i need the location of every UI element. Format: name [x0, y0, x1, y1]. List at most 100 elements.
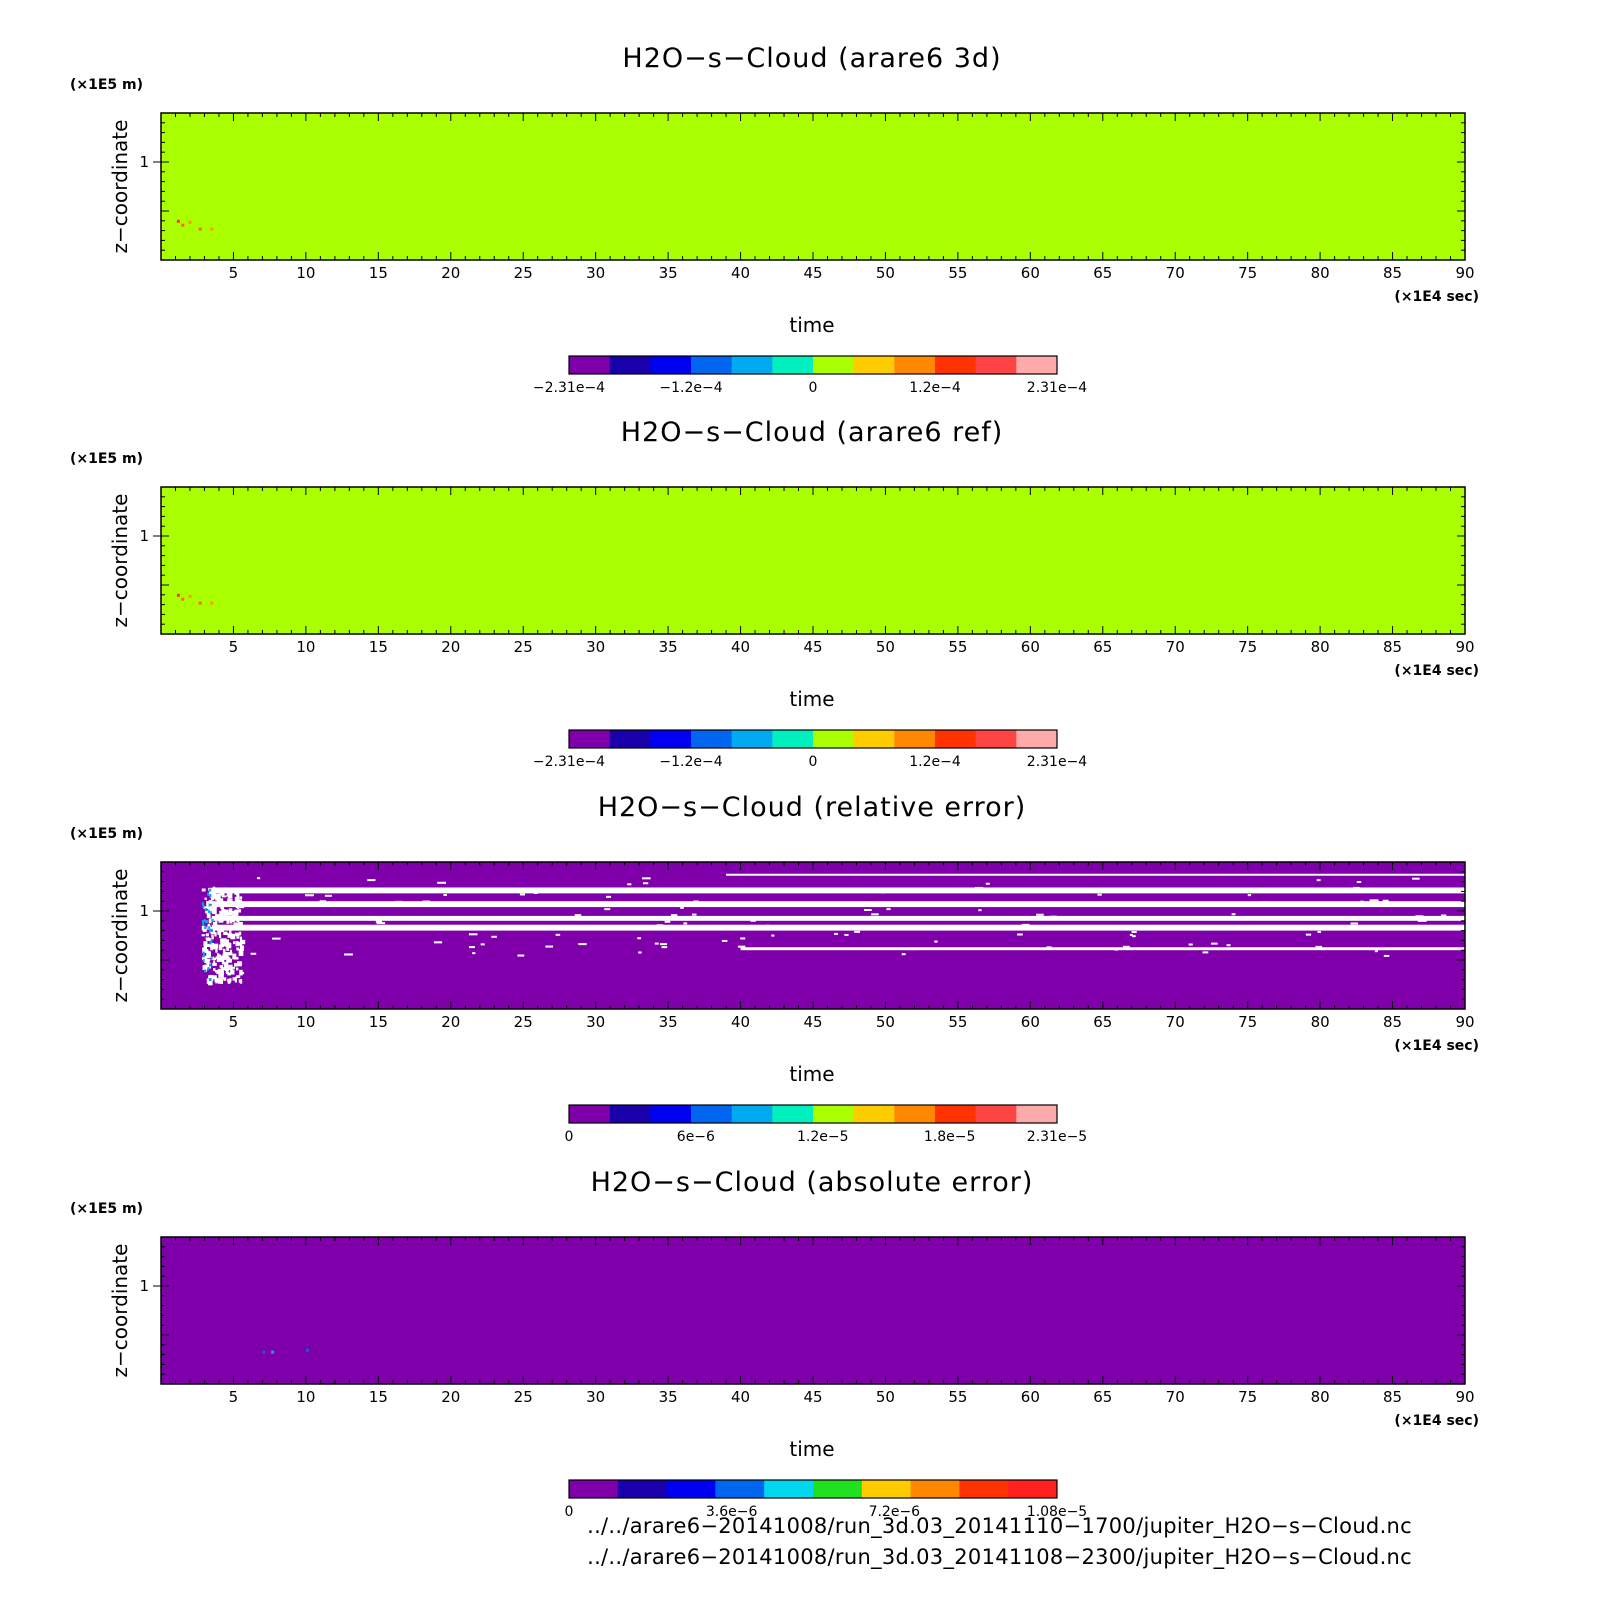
heatmap-cell [220, 888, 226, 891]
colorbar-swatch [910, 1480, 960, 1498]
heatmap-cell [209, 942, 215, 948]
colorbar-frame [568, 1104, 1058, 1124]
heatmap-cell [664, 920, 671, 923]
colorbar-swatch [691, 730, 733, 748]
x-tick-label: 50 [876, 638, 895, 656]
colorbar-swatch [772, 1105, 814, 1123]
heatmap-cell [1383, 954, 1390, 957]
heatmap-cell [1122, 945, 1130, 948]
heatmap-band [726, 873, 1465, 876]
heatmap-cell [492, 916, 497, 919]
colorbar-label: 1.2e−4 [909, 380, 961, 396]
x-tick-label: 10 [296, 1388, 315, 1406]
heatmap-cell [305, 1348, 309, 1352]
y-axis-label: z−coordinate [108, 494, 132, 628]
colorbar-swatch [666, 1480, 716, 1498]
heatmap-cell [394, 900, 403, 903]
x-tick-label: 75 [1238, 638, 1257, 656]
heatmap-cell [237, 899, 243, 905]
heatmap-cell [219, 893, 224, 896]
x-tick-label: 5 [229, 264, 239, 282]
x-tick-label: 65 [1093, 264, 1112, 282]
colorbar-swatch [894, 1105, 936, 1123]
x-tick-label: 75 [1238, 1013, 1257, 1031]
x-tick-label: 30 [586, 264, 605, 282]
y-axis-label: z−coordinate [108, 869, 132, 1003]
heatmap-cell [221, 895, 227, 898]
heatmap-cell [239, 945, 245, 952]
heatmap-cell [978, 909, 982, 912]
heatmap-cell [235, 932, 240, 937]
heatmap-cell [1225, 926, 1230, 929]
heatmap-cell [215, 977, 218, 984]
heatmap-cell [656, 924, 664, 927]
y-tick-label: 1 [139, 153, 149, 171]
colorbar-swatch [731, 730, 773, 748]
heatmap-cell [394, 925, 400, 928]
colorbar-swatch [935, 1105, 977, 1123]
heatmap-cell [211, 934, 214, 938]
heatmap-cell [219, 938, 224, 942]
heatmap-cell [209, 963, 212, 967]
heatmap-cell [225, 966, 228, 970]
heatmap-band [211, 915, 1466, 921]
heatmap-cell [480, 943, 485, 946]
heatmap-cell [209, 911, 212, 915]
heatmap-cell [229, 902, 235, 906]
heatmap-cell [1131, 931, 1137, 934]
x-tick-label: 25 [514, 638, 533, 656]
x-tick-label: 10 [296, 638, 315, 656]
heatmap-cell [235, 941, 239, 947]
heatmap-cell [215, 914, 219, 920]
heatmap-cell [220, 929, 225, 933]
heatmap-cell [218, 944, 223, 951]
x-tick-label: 25 [514, 264, 533, 282]
heatmap-cell [202, 959, 205, 963]
heatmap-cell [1202, 951, 1209, 954]
heatmap-cell [654, 942, 659, 945]
heatmap-cell [683, 922, 688, 925]
heatmap-cell [519, 893, 526, 896]
y-unit-label: (×1E5 m) [70, 1201, 143, 1217]
colorbar-swatch [609, 730, 651, 748]
heatmap-cell [750, 919, 756, 922]
heatmap-cell [218, 932, 222, 938]
heatmap-cell [223, 952, 228, 958]
heatmap-cell [766, 924, 770, 927]
colorbar-swatch [975, 1105, 1017, 1123]
heatmap-cell [204, 897, 207, 900]
heatmap-cell [208, 978, 211, 982]
heatmap-cell [230, 964, 233, 970]
heatmap-cell [208, 918, 212, 924]
colorbar-label: 3.6e−6 [706, 1504, 758, 1520]
colorbar-frame [568, 1479, 1058, 1499]
chart-title: H2O−s−Cloud (absolute error) [591, 1167, 1034, 1198]
heatmap-cell [517, 954, 525, 957]
heatmap-cell [1431, 917, 1435, 920]
heatmap-cell [232, 977, 236, 981]
heatmap-cell [305, 925, 312, 928]
heatmap-cell [202, 956, 205, 961]
x-tick-label: 55 [948, 264, 967, 282]
x-tick-label: 35 [659, 1388, 678, 1406]
y-unit-label: (×1E5 m) [70, 826, 143, 842]
heatmap-cell [220, 978, 223, 985]
heatmap-cell [228, 893, 231, 899]
heatmap-cell [201, 934, 205, 937]
heatmap-cell [864, 908, 872, 911]
heatmap-cell [234, 923, 237, 929]
heatmap-cell [324, 894, 332, 897]
heatmap-cell [216, 956, 220, 963]
heatmap-cell [220, 918, 224, 922]
colorbar-label: 2.31e−4 [1027, 754, 1088, 770]
heatmap-cell [207, 909, 210, 913]
heatmap-cell [234, 896, 240, 902]
colorbar-swatch [691, 356, 733, 374]
heatmap-cell [239, 888, 243, 891]
colorbar-swatch [609, 1105, 651, 1123]
x-tick-label: 35 [659, 638, 678, 656]
colorbar-label: 2.31e−4 [1027, 380, 1088, 396]
heatmap-cell [1046, 946, 1052, 949]
x-tick-label: 40 [731, 264, 750, 282]
